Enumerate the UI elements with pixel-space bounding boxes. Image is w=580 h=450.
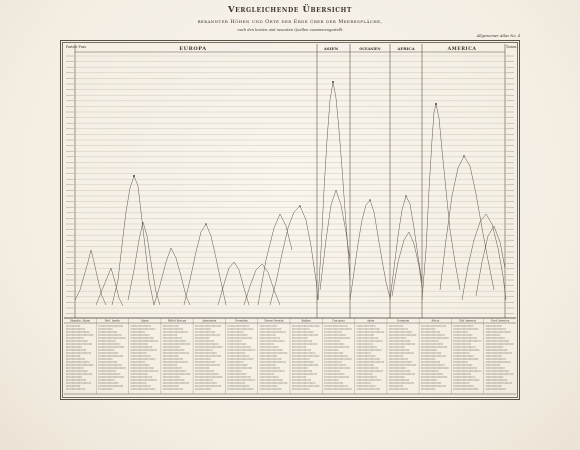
footer-heading: Brit. Inseln [105, 319, 120, 323]
peak-africa [405, 195, 407, 197]
peak-markers [133, 81, 465, 225]
footer-heading: Apenninen [201, 319, 216, 323]
footer-column-dividers [96, 318, 484, 394]
region-label-america: AMERICA [447, 46, 477, 52]
region-dividers [316, 44, 423, 318]
right-axis-unit: Toisen [506, 45, 516, 49]
plate-number: Allgemeiner Atlas No. 4 [476, 34, 520, 38]
footer-heading: Nord America [491, 319, 510, 323]
footer-index-entries [66, 325, 514, 390]
footer-heading: Pyrenäen [235, 319, 248, 323]
subtitle: bekannter Höhen und Orte der Erde über d… [197, 19, 383, 25]
footer-heading: Africa [430, 319, 439, 323]
mountain-profiles [74, 81, 507, 307]
peak-mont-blanc [133, 175, 135, 177]
peak-balkan [299, 205, 301, 207]
profile-africa [389, 195, 423, 301]
left-axis-unit: Pariser Fuss [66, 45, 86, 49]
profile-nord-america [461, 213, 507, 301]
footer-column-headings: Skandin. Alpen Brit. Inseln Alpen Mittel Eu… [70, 319, 509, 323]
profile-britain [95, 267, 124, 307]
footer-heading: Oceanien [397, 319, 410, 323]
profile-andes [421, 103, 461, 301]
inner-frame [62, 42, 518, 398]
peak-himalaya [332, 81, 334, 83]
peak-oceanien [369, 199, 371, 201]
peak-apennin [205, 223, 207, 225]
peak-andes-2 [463, 155, 465, 157]
profile-alpen-2 [127, 221, 161, 306]
footer-heading: Alpen [140, 319, 149, 323]
region-label-europa: EUROPA [179, 46, 207, 52]
footer-heading: Caucasus [332, 319, 345, 323]
footer-heading: Süd America [459, 319, 476, 323]
profile-nord-america-2 [475, 225, 506, 297]
footer-heading: Mittel Europa [168, 319, 187, 323]
footer-heading: Asien [366, 319, 375, 323]
profile-caucasus [257, 213, 293, 306]
profile-apennin [183, 223, 227, 306]
region-label-asien: ASIEN [323, 46, 339, 51]
footer-heading: Sierra Nevada [264, 319, 283, 323]
profile-oceanien [349, 199, 391, 301]
region-label-oceanien: OCEANIEN [359, 47, 380, 51]
profile-pyrenaeen [217, 261, 250, 306]
axis-tick-marks [66, 44, 514, 318]
profile-himalaya [317, 81, 351, 301]
outer-frame [60, 40, 520, 400]
region-label-africa: AFRICA [396, 46, 415, 51]
profile-africa-2 [391, 231, 423, 297]
profile-mittel-europa [153, 247, 191, 306]
footer-heading: Skandin. Alpen [70, 319, 90, 323]
title-note: nach den besten und neuesten Quellen zus… [237, 28, 343, 32]
profile-skandinavia [74, 249, 107, 306]
profile-andes-2 [439, 155, 495, 291]
profile-balkan [269, 205, 319, 306]
peak-chimborazo [435, 103, 437, 105]
footer-heading: Balkan [302, 319, 311, 323]
horizontal-height-rules [75, 55, 505, 314]
profile-sierra [243, 263, 281, 306]
main-title: Vergleichende Übersicht [227, 5, 352, 15]
profile-asien-2 [319, 189, 351, 291]
